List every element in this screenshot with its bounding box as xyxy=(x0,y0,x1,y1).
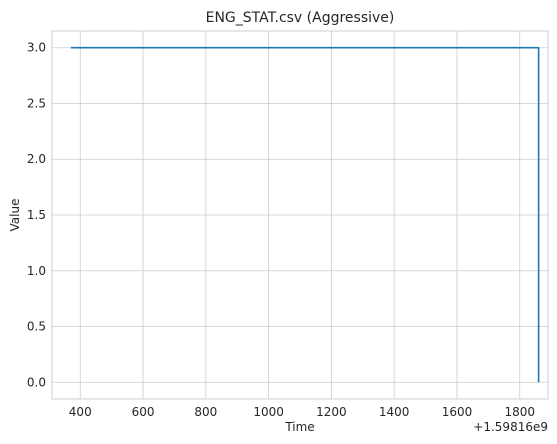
x-tick-label: 800 xyxy=(194,405,217,419)
x-axis-label: Time xyxy=(284,420,314,434)
x-offset-label: +1.59816e9 xyxy=(473,420,548,434)
x-tick-label: 1200 xyxy=(316,405,347,419)
x-tick-labels: 400 600 800 1000 1200 1400 1600 1800 xyxy=(69,405,535,419)
x-tick-label: 1800 xyxy=(504,405,535,419)
x-tick-label: 400 xyxy=(69,405,92,419)
x-tick-label: 600 xyxy=(132,405,155,419)
chart-title: ENG_STAT.csv (Aggressive) xyxy=(206,10,395,26)
x-tick-label: 1000 xyxy=(253,405,284,419)
y-axis-label: Value xyxy=(8,199,22,232)
y-tick-label: 1.5 xyxy=(27,208,46,222)
y-tick-label: 2.0 xyxy=(27,152,46,166)
y-tick-label: 0.5 xyxy=(27,320,46,334)
y-tick-labels: 0.0 0.5 1.0 1.5 2.0 2.5 3.0 xyxy=(27,41,46,390)
x-tick-label: 1400 xyxy=(379,405,410,419)
y-tick-label: 0.0 xyxy=(27,375,46,389)
y-tick-label: 3.0 xyxy=(27,41,46,55)
x-tick-label: 1600 xyxy=(442,405,473,419)
y-tick-label: 2.5 xyxy=(27,96,46,110)
y-tick-label: 1.0 xyxy=(27,264,46,278)
